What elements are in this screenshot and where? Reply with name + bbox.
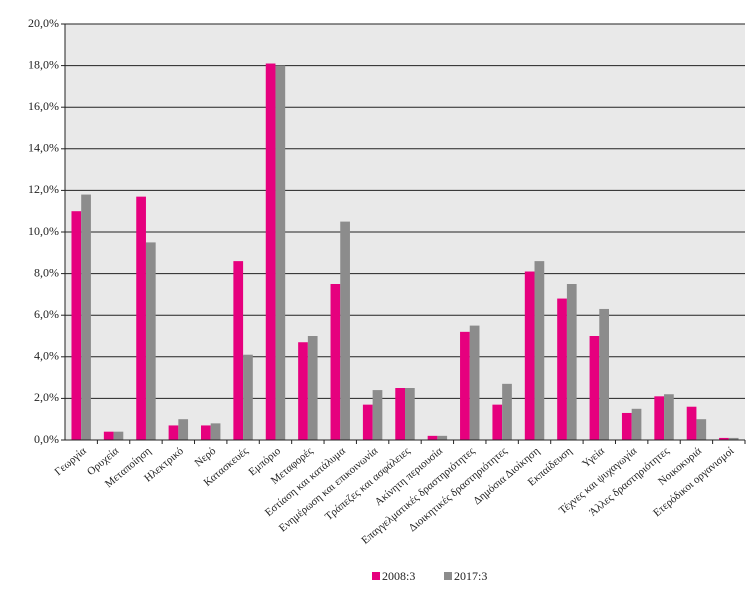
x-tick-label: Νερό <box>193 445 219 470</box>
bar <box>534 261 545 440</box>
bar <box>81 194 91 440</box>
bar <box>728 437 739 440</box>
bar <box>589 336 600 440</box>
legend-swatch <box>444 572 452 580</box>
bar <box>265 63 276 441</box>
bar <box>469 325 480 440</box>
bar <box>654 396 665 440</box>
bar <box>437 435 448 440</box>
bar <box>631 408 642 440</box>
y-tick-label: 4,0% <box>34 349 59 363</box>
bar <box>103 431 114 440</box>
y-tick-label: 10,0% <box>28 224 59 238</box>
y-tick-label: 20,0% <box>28 16 59 30</box>
bar <box>686 406 697 440</box>
bar <box>427 435 438 440</box>
y-tick-label: 6,0% <box>34 307 59 321</box>
legend-label: 2008:3 <box>382 569 415 583</box>
bar <box>621 412 632 440</box>
y-tick-label: 14,0% <box>28 141 59 155</box>
bar <box>307 336 318 440</box>
bar <box>168 425 179 440</box>
y-tick-label: 16,0% <box>28 99 59 113</box>
bar <box>372 390 383 440</box>
bar <box>566 284 577 440</box>
bar <box>330 284 341 440</box>
x-tick-label: Υγεία <box>580 445 607 470</box>
bar <box>557 298 567 440</box>
bar <box>696 419 707 440</box>
bar <box>405 388 415 440</box>
bar <box>664 394 674 440</box>
bar <box>340 221 350 440</box>
y-tick-label: 12,0% <box>28 182 59 196</box>
bar <box>460 331 470 440</box>
bar <box>362 404 373 440</box>
x-tick-label: Γεωργία <box>52 445 88 478</box>
bar <box>178 419 189 440</box>
bar <box>599 308 609 440</box>
legend-swatch <box>372 572 380 580</box>
bar <box>210 423 221 440</box>
y-tick-label: 18,0% <box>28 57 59 71</box>
bar <box>113 431 124 440</box>
bar <box>145 242 156 440</box>
y-tick-label: 8,0% <box>34 265 59 279</box>
bar <box>243 354 253 440</box>
legend-label: 2017:3 <box>454 569 487 583</box>
bar <box>201 425 211 440</box>
bar <box>492 404 503 440</box>
bar <box>71 211 82 440</box>
bar <box>395 388 405 440</box>
y-tick-label: 2,0% <box>34 390 59 404</box>
bar <box>275 65 286 440</box>
bar <box>233 261 244 440</box>
bar <box>524 271 535 440</box>
bar <box>136 196 146 440</box>
bar <box>719 437 729 440</box>
bar <box>298 342 308 440</box>
y-tick-label: 0,0% <box>34 432 59 446</box>
bar <box>502 383 512 440</box>
